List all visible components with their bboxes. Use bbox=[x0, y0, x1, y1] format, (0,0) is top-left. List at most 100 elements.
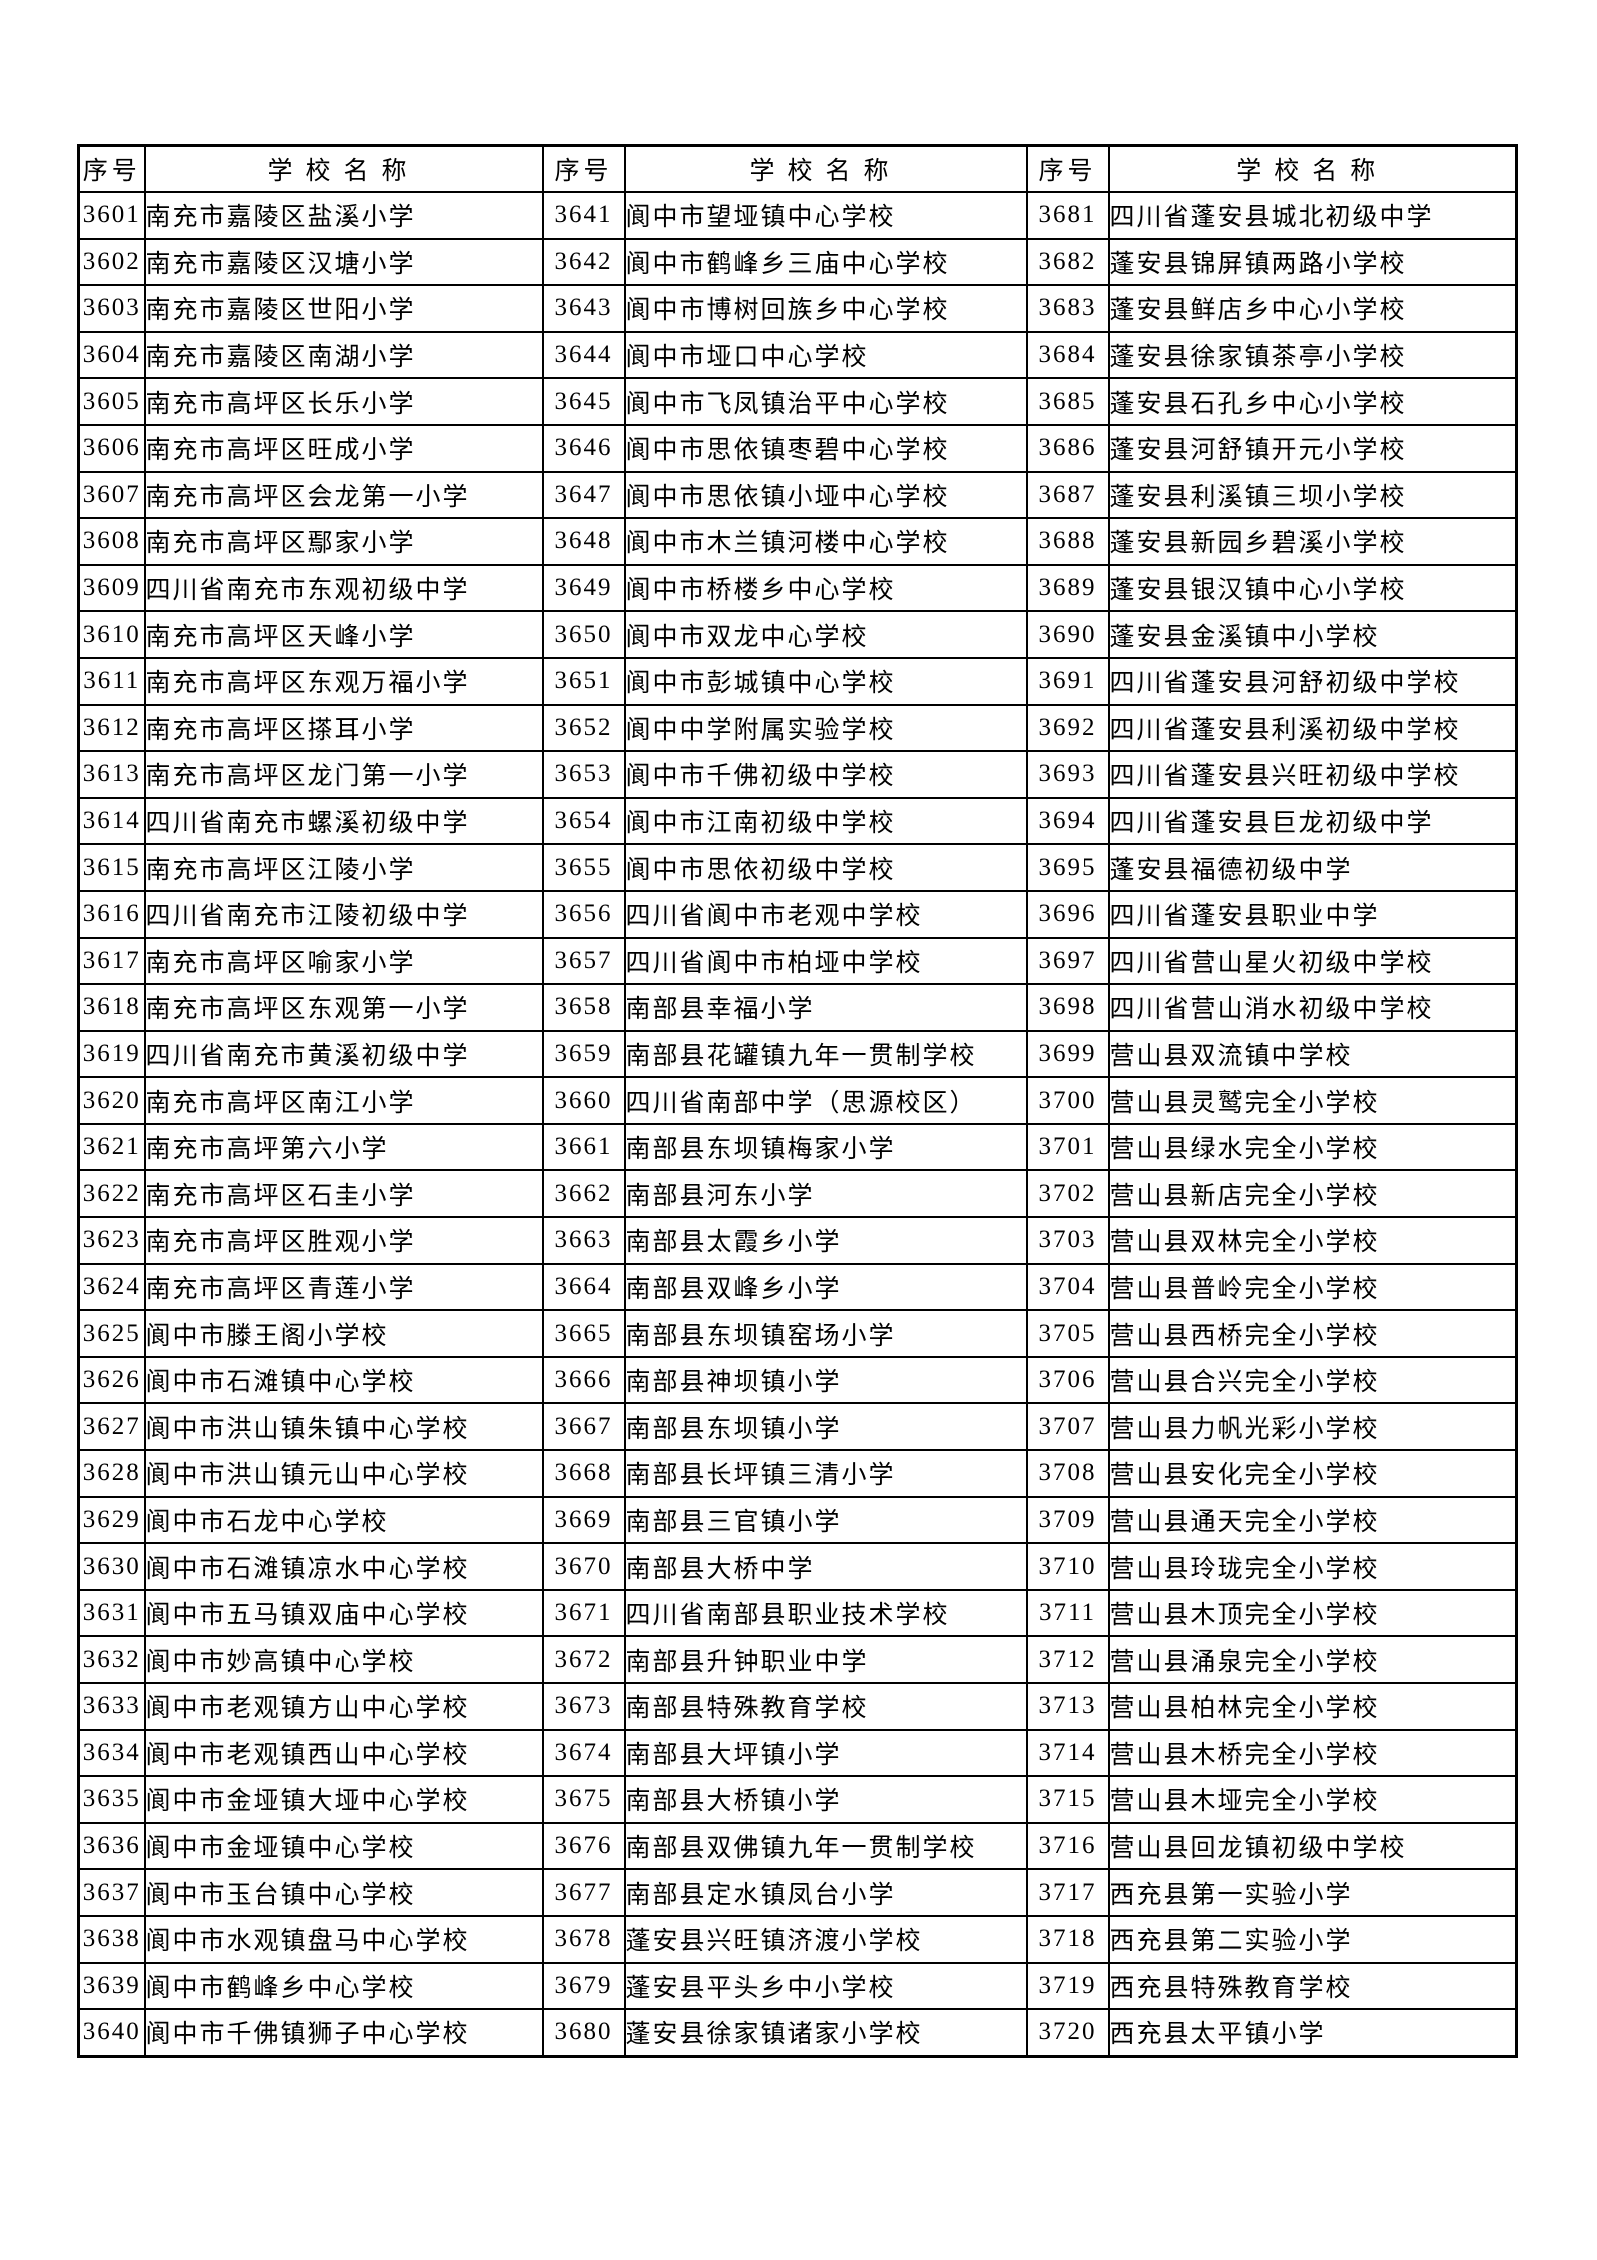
serial-cell: 3614 bbox=[77, 796, 146, 846]
school-name-cell: 阆中市思依初级中学校 bbox=[623, 843, 1028, 892]
school-name-cell: 阆中中学附属实验学校 bbox=[623, 703, 1028, 753]
table-row: 3636 阆中市金垭镇中心学校 3676 南部县双佛镇九年一贯制学校 3716 营山县回龙… bbox=[77, 1821, 1518, 1871]
school-name-cell: 阆中市双龙中心学校 bbox=[623, 610, 1028, 659]
school-name-cell: 四川省南充市黄溪初级中学 bbox=[143, 1029, 544, 1079]
school-name-cell: 南部县东坝镇小学 bbox=[623, 1402, 1028, 1452]
school-name-cell: 南充市嘉陵区世阳小学 bbox=[143, 284, 544, 333]
serial-cell: 3709 bbox=[1025, 1495, 1110, 1545]
table-row: 3616 四川省南充市江陵初级中学 3656 四川省阆中市老观中学校 3696 四川省蓬安… bbox=[77, 889, 1518, 939]
school-name-cell: 营山县玲珑完全小学校 bbox=[1107, 1542, 1518, 1591]
serial-cell: 3716 bbox=[1025, 1821, 1110, 1871]
school-name-cell: 蓬安县福德初级中学 bbox=[1107, 843, 1518, 892]
serial-cell: 3710 bbox=[1025, 1542, 1110, 1591]
school-name-cell: 阆中市五马镇双庙中心学校 bbox=[143, 1588, 544, 1638]
serial-cell: 3688 bbox=[1025, 517, 1110, 566]
school-name-cell: 南充市高坪区东观第一小学 bbox=[143, 983, 544, 1032]
serial-number-header: 序号 bbox=[77, 144, 146, 193]
school-name-cell: 南充市高坪区喻家小学 bbox=[143, 936, 544, 986]
school-name-cell: 营山县西桥完全小学校 bbox=[1107, 1309, 1518, 1358]
table-row: 3603 南充市嘉陵区世阳小学 3643 阆中市博树回族乡中心学校 3683 蓬安县鲜店乡… bbox=[77, 284, 1518, 333]
serial-cell: 3694 bbox=[1025, 796, 1110, 846]
serial-cell: 3610 bbox=[77, 610, 146, 659]
serial-cell: 3676 bbox=[541, 1821, 626, 1871]
serial-cell: 3660 bbox=[541, 1076, 626, 1125]
table-row: 3612 南充市高坪区搽耳小学 3652 阆中中学附属实验学校 3692 四川省蓬安县利溪… bbox=[77, 703, 1518, 753]
school-name-cell: 四川省蓬安县兴旺初级中学校 bbox=[1107, 750, 1518, 799]
school-name-cell: 南充市高坪区搽耳小学 bbox=[143, 703, 544, 753]
school-name-cell: 阆中市滕王阁小学校 bbox=[143, 1309, 544, 1358]
school-directory-table: 序号 学校名称 序号 学校名称 序号 学校名称 3601 南充市嘉陵区盐溪小学 36… bbox=[77, 144, 1518, 2058]
school-name-cell: 蓬安县石孔乡中心小学校 bbox=[1107, 377, 1518, 426]
table-row: 3627 阆中市洪山镇朱镇中心学校 3667 南部县东坝镇小学 3707 营山县力帆光彩小… bbox=[77, 1402, 1518, 1452]
table-row: 3615 南充市高坪区江陵小学 3655 阆中市思依初级中学校 3695 蓬安县福德初级中… bbox=[77, 843, 1518, 892]
school-name-cell: 阆中市思依镇小垭中心学校 bbox=[623, 470, 1028, 520]
school-name-cell: 阆中市桥楼乡中心学校 bbox=[623, 563, 1028, 613]
school-name-cell: 阆中市木兰镇河楼中心学校 bbox=[623, 517, 1028, 566]
school-name-cell: 南充市嘉陵区盐溪小学 bbox=[143, 191, 544, 240]
school-name-cell: 南部县长坪镇三清小学 bbox=[623, 1449, 1028, 1498]
school-name-cell: 阆中市水观镇盘马中心学校 bbox=[143, 1914, 544, 1964]
school-name-cell: 南部县东坝镇梅家小学 bbox=[623, 1122, 1028, 1172]
table-row: 3604 南充市嘉陵区南湖小学 3644 阆中市垭口中心学校 3684 蓬安县徐家镇茶亭小… bbox=[77, 330, 1518, 380]
school-name-cell: 营山县木顶完全小学校 bbox=[1107, 1588, 1518, 1638]
table-row: 3624 南充市高坪区青莲小学 3664 南部县双峰乡小学 3704 营山县普岭完全小学校 bbox=[77, 1262, 1518, 1312]
school-name-cell: 南部县大坪镇小学 bbox=[623, 1728, 1028, 1778]
serial-cell: 3719 bbox=[1025, 1961, 1110, 2011]
school-name-cell: 南部县双峰乡小学 bbox=[623, 1262, 1028, 1312]
serial-cell: 3635 bbox=[77, 1775, 146, 1824]
table-row: 3622 南充市高坪区石圭小学 3662 南部县河东小学 3702 营山县新店完全小学校 bbox=[77, 1169, 1518, 1219]
school-name-cell: 营山县合兴完全小学校 bbox=[1107, 1355, 1518, 1405]
table-row: 3633 阆中市老观镇方山中心学校 3673 南部县特殊教育学校 3713 营山县柏林完全… bbox=[77, 1682, 1518, 1731]
school-name-cell: 阆中市金垭镇大垭中心学校 bbox=[143, 1775, 544, 1824]
serial-cell: 3706 bbox=[1025, 1355, 1110, 1405]
serial-cell: 3675 bbox=[541, 1775, 626, 1824]
school-name-cell: 南充市嘉陵区汉塘小学 bbox=[143, 237, 544, 287]
serial-cell: 3683 bbox=[1025, 284, 1110, 333]
school-name-cell: 阆中市石滩镇中心学校 bbox=[143, 1355, 544, 1405]
serial-cell: 3708 bbox=[1025, 1449, 1110, 1498]
serial-cell: 3685 bbox=[1025, 377, 1110, 426]
school-name-cell: 南充市高坪区石圭小学 bbox=[143, 1169, 544, 1219]
school-name-cell: 营山县双流镇中学校 bbox=[1107, 1029, 1518, 1079]
serial-cell: 3620 bbox=[77, 1076, 146, 1125]
serial-cell: 3667 bbox=[541, 1402, 626, 1452]
school-name-cell: 南部县升钟职业中学 bbox=[623, 1635, 1028, 1684]
table-row: 3617 南充市高坪区喻家小学 3657 四川省阆中市柏垭中学校 3697 四川省营山星火… bbox=[77, 936, 1518, 986]
serial-cell: 3639 bbox=[77, 1961, 146, 2011]
serial-cell: 3609 bbox=[77, 563, 146, 613]
serial-cell: 3659 bbox=[541, 1029, 626, 1079]
table-row: 3630 阆中市石滩镇凉水中心学校 3670 南部县大桥中学 3710 营山县玲珑完全小学… bbox=[77, 1542, 1518, 1591]
serial-cell: 3652 bbox=[541, 703, 626, 753]
school-name-cell: 阆中市妙高镇中心学校 bbox=[143, 1635, 544, 1684]
school-name-cell: 南部县特殊教育学校 bbox=[623, 1682, 1028, 1731]
table-row: 3637 阆中市玉台镇中心学校 3677 南部县定水镇凤台小学 3717 西充县第一实验小… bbox=[77, 1868, 1518, 1917]
school-name-cell: 南充市高坪区胜观小学 bbox=[143, 1216, 544, 1265]
serial-cell: 3677 bbox=[541, 1868, 626, 1917]
school-name-cell: 蓬安县徐家镇诸家小学校 bbox=[623, 2008, 1028, 2058]
school-name-cell: 南充市高坪区鄢家小学 bbox=[143, 517, 544, 566]
table-row: 3635 阆中市金垭镇大垭中心学校 3675 南部县大桥镇小学 3715 营山县木垭完全小… bbox=[77, 1775, 1518, 1824]
serial-cell: 3714 bbox=[1025, 1728, 1110, 1778]
serial-cell: 3636 bbox=[77, 1821, 146, 1871]
school-name-cell: 阆中市鹤峰乡中心学校 bbox=[143, 1961, 544, 2011]
school-name-cell: 南部县定水镇凤台小学 bbox=[623, 1868, 1028, 1917]
serial-cell: 3630 bbox=[77, 1542, 146, 1591]
school-name-cell: 阆中市鹤峰乡三庙中心学校 bbox=[623, 237, 1028, 287]
school-name-cell: 蓬安县新园乡碧溪小学校 bbox=[1107, 517, 1518, 566]
serial-cell: 3651 bbox=[541, 656, 626, 706]
school-name-header: 学校名称 bbox=[143, 144, 544, 193]
serial-cell: 3627 bbox=[77, 1402, 146, 1452]
school-name-cell: 营山县回龙镇初级中学校 bbox=[1107, 1821, 1518, 1871]
school-name-cell: 西充县第一实验小学 bbox=[1107, 1868, 1518, 1917]
school-name-cell: 南部县河东小学 bbox=[623, 1169, 1028, 1219]
serial-cell: 3701 bbox=[1025, 1122, 1110, 1172]
school-name-cell: 阆中市金垭镇中心学校 bbox=[143, 1821, 544, 1871]
serial-cell: 3686 bbox=[1025, 423, 1110, 473]
serial-cell: 3704 bbox=[1025, 1262, 1110, 1312]
serial-cell: 3625 bbox=[77, 1309, 146, 1358]
serial-cell: 3604 bbox=[77, 330, 146, 380]
serial-cell: 3687 bbox=[1025, 470, 1110, 520]
table-row: 3602 南充市嘉陵区汉塘小学 3642 阆中市鹤峰乡三庙中心学校 3682 蓬安县锦屏镇… bbox=[77, 237, 1518, 287]
school-name-cell: 阆中市洪山镇元山中心学校 bbox=[143, 1449, 544, 1498]
serial-cell: 3713 bbox=[1025, 1682, 1110, 1731]
